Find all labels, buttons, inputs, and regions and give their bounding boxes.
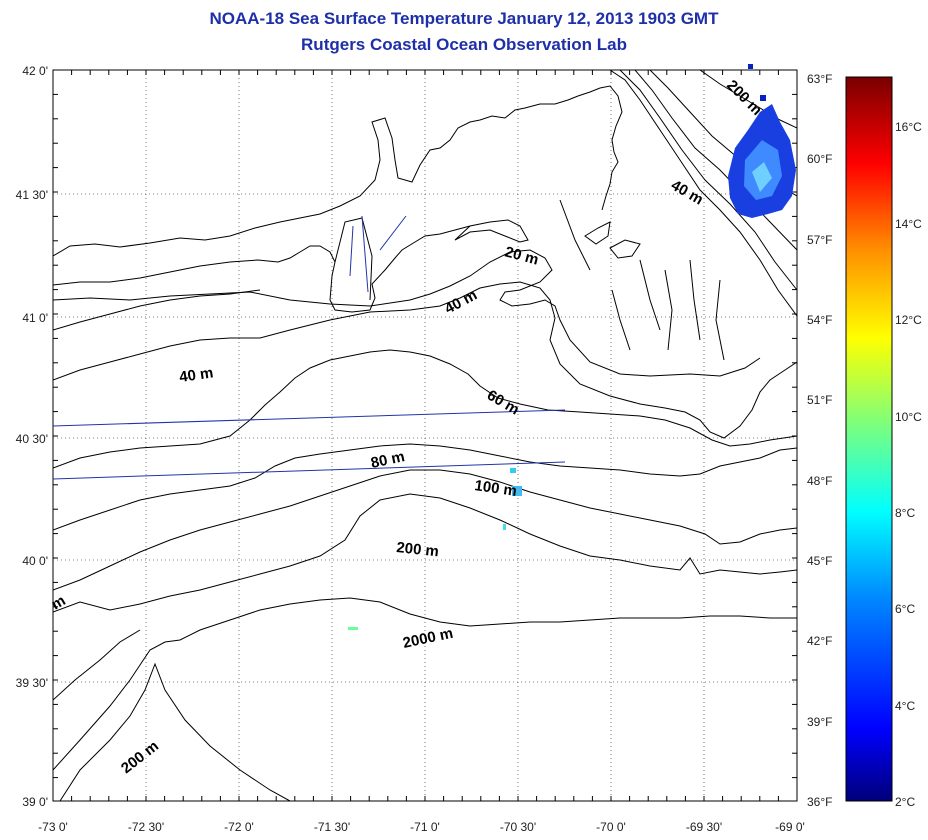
fahrenheit-label: 54°F bbox=[807, 313, 832, 327]
colorbar bbox=[845, 76, 893, 802]
shoal-fragments bbox=[559, 199, 725, 361]
lat-label: 41 0' bbox=[22, 311, 48, 325]
depth-label: 80 m bbox=[369, 448, 406, 472]
lat-label: 40 0' bbox=[22, 554, 48, 568]
fahrenheit-label: 48°F bbox=[807, 474, 832, 488]
celsius-label: 12°C bbox=[895, 313, 922, 327]
contour-60m bbox=[53, 349, 797, 469]
lon-label: -71 0' bbox=[410, 820, 440, 834]
celsius-label: 14°C bbox=[895, 217, 922, 231]
celsius-label: 4°C bbox=[895, 699, 915, 713]
contour-40m bbox=[53, 281, 797, 439]
contour-deep bbox=[609, 70, 797, 317]
fahrenheit-label: 45°F bbox=[807, 554, 832, 568]
fahrenheit-label: 39°F bbox=[807, 715, 832, 729]
lat-label: 40 30' bbox=[16, 432, 48, 446]
celsius-label: 6°C bbox=[895, 602, 915, 616]
fahrenheit-label: 63°F bbox=[807, 72, 832, 86]
lon-label: -69 0' bbox=[775, 820, 805, 834]
contour-canyon bbox=[59, 662, 291, 801]
lat-label: 42 0' bbox=[22, 64, 48, 78]
map-title: NOAA-18 Sea Surface Temperature January … bbox=[209, 9, 719, 28]
island-shape bbox=[454, 219, 529, 243]
fahrenheit-label: 57°F bbox=[807, 233, 832, 247]
sst-data-patch bbox=[348, 64, 796, 630]
celsius-label: 8°C bbox=[895, 506, 915, 520]
depth-label: 200 m bbox=[396, 539, 440, 560]
island-shape bbox=[584, 221, 611, 245]
contour-2000m bbox=[53, 597, 797, 771]
celsius-label: 10°C bbox=[895, 410, 922, 424]
lon-label: -70 0' bbox=[596, 820, 626, 834]
ship-tracks bbox=[349, 215, 407, 293]
track-line bbox=[53, 409, 566, 427]
depth-label: 40 m bbox=[178, 364, 214, 386]
frame-ticks bbox=[52, 69, 797, 801]
lat-label: 39 0' bbox=[22, 795, 48, 809]
lon-label: -72 30' bbox=[128, 820, 164, 834]
map-subtitle: Rutgers Coastal Ocean Observation Lab bbox=[301, 35, 627, 54]
lat-label: 41 30' bbox=[16, 188, 48, 202]
lon-label: -70 30' bbox=[500, 820, 536, 834]
fahrenheit-label: 36°F bbox=[807, 795, 832, 809]
island-shape bbox=[609, 239, 641, 259]
coastline bbox=[53, 85, 623, 257]
fahrenheit-label: 51°F bbox=[807, 393, 832, 407]
lon-label: -71 30' bbox=[314, 820, 350, 834]
lon-label: -72 0' bbox=[224, 820, 254, 834]
fahrenheit-label: 42°F bbox=[807, 634, 832, 648]
contour-shelf bbox=[53, 289, 261, 331]
celsius-label: 2°C bbox=[895, 795, 915, 809]
contour-100m bbox=[53, 469, 797, 591]
track-line bbox=[53, 461, 566, 480]
long-island-shore bbox=[53, 225, 471, 313]
contour-80m bbox=[53, 443, 797, 531]
contour-canyon bbox=[53, 629, 141, 701]
map-frame bbox=[52, 69, 798, 802]
lon-label: -73 0' bbox=[38, 820, 68, 834]
celsius-label: 16°C bbox=[895, 120, 922, 134]
contour-200m bbox=[53, 493, 797, 613]
lon-label: -69 30' bbox=[686, 820, 722, 834]
contour-deep bbox=[634, 70, 797, 251]
contour-20m bbox=[53, 249, 761, 377]
grid-lines bbox=[53, 70, 797, 801]
depth-label: 100 m bbox=[473, 477, 517, 500]
fahrenheit-label: 60°F bbox=[807, 152, 832, 166]
contour-deep bbox=[699, 70, 797, 129]
contour-deep bbox=[619, 70, 797, 291]
lat-label: 39 30' bbox=[16, 676, 48, 690]
